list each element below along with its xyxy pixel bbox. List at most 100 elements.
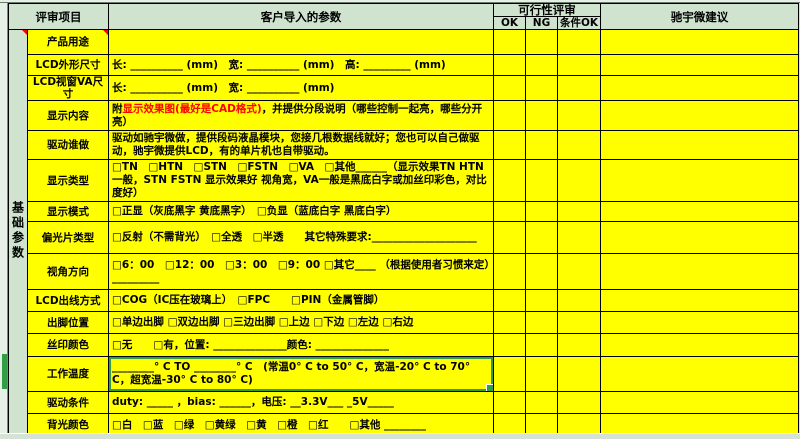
cond-ok-cell[interactable] [557, 289, 601, 312]
row-label[interactable]: LCD出线方式 [27, 289, 109, 312]
sheet-top-margin [0, 0, 800, 3]
param-cell[interactable]: □正显（灰底黑字 黄底黑字） □负显（蓝底白字 黑底白字） [108, 201, 494, 222]
param-text: 附 [112, 102, 123, 115]
row-label[interactable]: 工作温度 [27, 356, 109, 392]
ng-cell[interactable] [525, 100, 558, 131]
param-cell[interactable]: duty: _____ ，bias: ______，电压: __3.3V___ … [108, 391, 494, 414]
cond-ok-cell[interactable] [557, 75, 601, 101]
ng-cell[interactable] [525, 54, 558, 76]
param-cell-selected[interactable]: ________° C TO ________° C (常温0° C to 50… [108, 356, 494, 392]
header-cond-ok: 条件OK [557, 16, 601, 30]
cond-ok-cell[interactable] [557, 159, 601, 202]
ng-cell[interactable] [525, 221, 558, 254]
cond-ok-cell[interactable] [557, 54, 601, 76]
suggestion-cell[interactable] [600, 289, 799, 312]
suggestion-cell[interactable] [600, 333, 799, 357]
ng-cell[interactable] [525, 289, 558, 312]
suggestion-cell[interactable] [600, 391, 799, 414]
row-header-strip[interactable] [0, 3, 8, 433]
cond-ok-cell[interactable] [557, 100, 601, 131]
ok-cell[interactable] [493, 100, 526, 131]
ok-cell[interactable] [493, 54, 526, 76]
param-cell[interactable]: □无 □有，位置: ______________颜色: ____________… [108, 333, 494, 357]
group-label-basic-params[interactable]: 基础参数 [8, 29, 28, 437]
ng-cell[interactable] [525, 311, 558, 334]
suggestion-cell[interactable] [600, 159, 799, 202]
ok-cell[interactable] [493, 311, 526, 334]
suggestion-cell[interactable] [600, 75, 799, 101]
cond-ok-cell[interactable] [557, 130, 601, 160]
sheet-bottom-margin [0, 433, 800, 439]
cond-ok-cell[interactable] [557, 333, 601, 357]
row-label[interactable]: 驱动谁做 [27, 130, 109, 160]
suggestion-cell[interactable] [600, 221, 799, 254]
row-label[interactable]: 丝印颜色 [27, 333, 109, 357]
suggestion-cell[interactable] [600, 130, 799, 160]
cond-ok-cell[interactable] [557, 253, 601, 290]
ng-cell[interactable] [525, 159, 558, 202]
cond-ok-cell[interactable] [557, 311, 601, 334]
param-cell[interactable]: □TN □HTN □STN □FSTN □VA □其他______（显示效果TN… [108, 159, 494, 202]
param-cell[interactable]: 附显示效果图(最好是CAD格式)，并提供分段说明（哪些控制一起亮，哪些分开亮） [108, 100, 494, 131]
cond-ok-cell[interactable] [557, 221, 601, 254]
suggestion-cell[interactable] [600, 356, 799, 392]
suggestion-cell[interactable] [600, 311, 799, 334]
param-cell[interactable]: □反射（不需背光） □全透 □半透 其它特殊要求:_______________… [108, 221, 494, 254]
header-row-2: OK NG 条件OK [9, 16, 799, 30]
header-feasibility-review: 可行性评审 [493, 3, 601, 17]
ng-cell[interactable] [525, 253, 558, 290]
suggestion-cell[interactable] [600, 100, 799, 131]
suggestion-cell[interactable] [600, 29, 799, 55]
suggestion-cell[interactable] [600, 201, 799, 222]
ok-cell[interactable] [493, 201, 526, 222]
cond-ok-cell[interactable] [557, 201, 601, 222]
suggestion-cell[interactable] [600, 54, 799, 76]
row-label[interactable]: 显示类型 [27, 159, 109, 202]
ng-cell[interactable] [525, 75, 558, 101]
row-label[interactable]: 偏光片类型 [27, 221, 109, 254]
table-row: 偏光片类型 □反射（不需背光） □全透 □半透 其它特殊要求:__________… [9, 221, 799, 254]
param-cell[interactable]: 驱动如驰宇微做，提供段码液晶模块，您接几根数据线就好；您也可以自己做驱动，驰宇微… [108, 130, 494, 160]
ok-cell[interactable] [493, 289, 526, 312]
ok-cell[interactable] [493, 29, 526, 55]
ng-cell[interactable] [525, 201, 558, 222]
row-label[interactable]: 驱动条件 [27, 391, 109, 414]
ng-cell[interactable] [525, 29, 558, 55]
param-cell[interactable]: □单边出脚 □双边出脚 □三边出脚 □上边 □下边 □左边 □右边 [108, 311, 494, 334]
row-label[interactable]: LCD视窗VA尺寸 [27, 75, 109, 101]
row-label[interactable]: 显示内容 [27, 100, 109, 131]
row-label[interactable]: 出脚位置 [27, 311, 109, 334]
ng-cell[interactable] [525, 391, 558, 414]
param-cell[interactable]: 长: __________ (mm) 宽: __________ (mm) [108, 75, 494, 101]
param-cell[interactable]: 长: __________ (mm) 宽: __________ (mm) 高:… [108, 54, 494, 76]
param-cell[interactable]: □COG（IC压在玻璃上） □FPC □PIN（金属管脚） [108, 289, 494, 312]
row-label[interactable]: 产品用途 [27, 29, 109, 55]
param-cell[interactable]: □6：00 □12：00 □3：00 □9：00 □其它____ （根据使用者习… [108, 253, 494, 290]
header-review-item: 评审项目 [8, 3, 109, 30]
cond-ok-cell[interactable] [557, 391, 601, 414]
row-label[interactable]: 视角方向 [27, 253, 109, 290]
suggestion-cell[interactable] [600, 253, 799, 290]
ok-cell[interactable] [493, 159, 526, 202]
ok-cell[interactable] [493, 75, 526, 101]
ok-cell[interactable] [493, 221, 526, 254]
ok-cell[interactable] [493, 391, 526, 414]
ng-cell[interactable] [525, 130, 558, 160]
ok-cell[interactable] [493, 130, 526, 160]
header-ng: NG [525, 16, 558, 30]
cond-ok-cell[interactable] [557, 29, 601, 55]
row-label[interactable]: LCD外形尺寸 [27, 54, 109, 76]
lcd-review-table: 评审项目 客户导入的参数 可行性评审 驰宇微建议 OK NG 条件OK 基础参数… [8, 3, 799, 437]
header-row-1: 评审项目 客户导入的参数 可行性评审 驰宇微建议 [8, 3, 799, 30]
ok-cell[interactable] [493, 333, 526, 357]
ok-cell[interactable] [493, 253, 526, 290]
ng-cell[interactable] [525, 333, 558, 357]
param-cell[interactable] [108, 29, 494, 55]
header-suggestion: 驰宇微建议 [600, 3, 799, 30]
header-ok: OK [493, 16, 526, 30]
ok-cell[interactable] [493, 356, 526, 392]
ng-cell[interactable] [525, 356, 558, 392]
row-label[interactable]: 显示模式 [27, 201, 109, 222]
cond-ok-cell[interactable] [557, 356, 601, 392]
